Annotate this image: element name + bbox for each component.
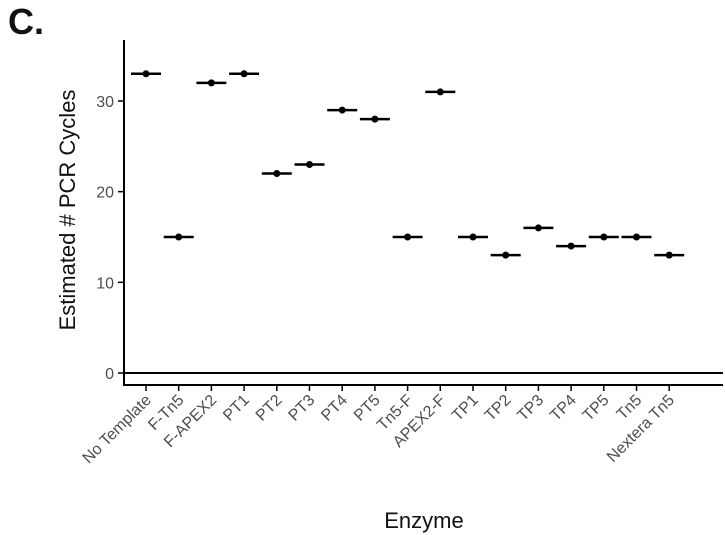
data-point — [436, 88, 444, 96]
data-point — [371, 115, 379, 123]
x-tick-label: PT4 — [318, 392, 351, 425]
data-point — [338, 106, 346, 114]
data-marks — [124, 70, 723, 374]
data-point — [665, 251, 673, 259]
data-point — [600, 233, 608, 241]
panel-label: C. — [8, 1, 44, 42]
x-tick-label: TP3 — [514, 392, 547, 425]
data-point — [175, 233, 183, 241]
x-tick-label: TP1 — [449, 392, 482, 425]
y-axis-title: Estimated # PCR Cycles — [55, 90, 80, 331]
data-point — [404, 233, 412, 241]
data-point — [567, 242, 575, 250]
x-tick-label: PT2 — [253, 392, 286, 425]
x-tick-label: TP4 — [547, 392, 580, 425]
data-point — [207, 79, 215, 87]
x-tick-label: PT3 — [286, 392, 319, 425]
data-point — [306, 160, 313, 168]
x-axis-title: Enzyme — [384, 508, 463, 533]
data-point — [502, 251, 510, 259]
data-point — [142, 70, 150, 78]
x-tick-label: PT1 — [220, 392, 253, 425]
x-tick-label: TP2 — [482, 392, 515, 425]
data-point — [469, 233, 477, 241]
data-point — [273, 170, 281, 178]
y-tick-label: 30 — [96, 94, 114, 111]
data-point — [240, 70, 248, 78]
data-point — [534, 224, 542, 232]
y-tick-label: 10 — [96, 275, 114, 292]
y-axis: 0 10 20 30 — [96, 40, 125, 385]
x-tick-label: No Template — [79, 392, 154, 467]
y-tick-label: 20 — [96, 185, 114, 202]
data-point — [633, 233, 640, 241]
x-tick-label: TP5 — [580, 392, 613, 425]
y-tick-label: 0 — [105, 366, 114, 383]
